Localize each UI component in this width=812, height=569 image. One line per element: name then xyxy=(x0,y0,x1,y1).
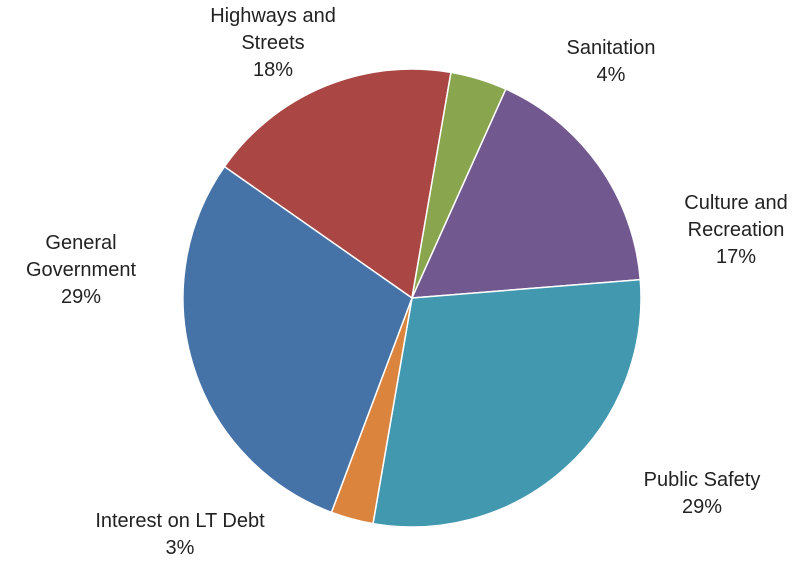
pie-slice-highways-and-streets xyxy=(223,68,452,300)
pie-slice-general-government xyxy=(182,165,413,514)
label-culture-and-recreation: Culture and Recreation 17% xyxy=(684,192,788,268)
label-highways-and-streets: Highways and Streets 18% xyxy=(210,5,336,81)
pie-slice-public-safety xyxy=(372,278,642,528)
label-general-government: General Government 29% xyxy=(25,232,137,308)
label-public-safety: Public Safety 29% xyxy=(643,469,761,518)
label-sanitation: Sanitation 4% xyxy=(566,37,656,86)
pie-slice-culture-and-recreation xyxy=(410,88,642,299)
label-interest-on-lt-debt: Interest on LT Debt 3% xyxy=(95,510,265,559)
